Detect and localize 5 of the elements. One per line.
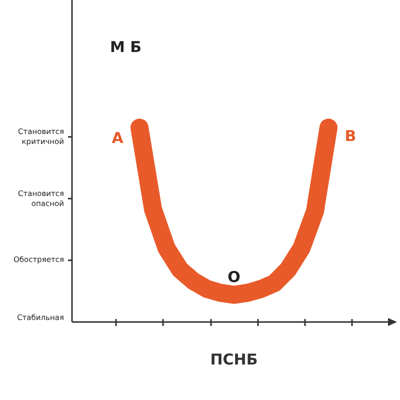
annotation: O (228, 268, 240, 286)
y-axis-title: М Б (110, 38, 142, 56)
annotation: B (344, 126, 356, 145)
x-axis-title: ПСНБ (210, 350, 258, 368)
annotation: A (112, 128, 124, 147)
